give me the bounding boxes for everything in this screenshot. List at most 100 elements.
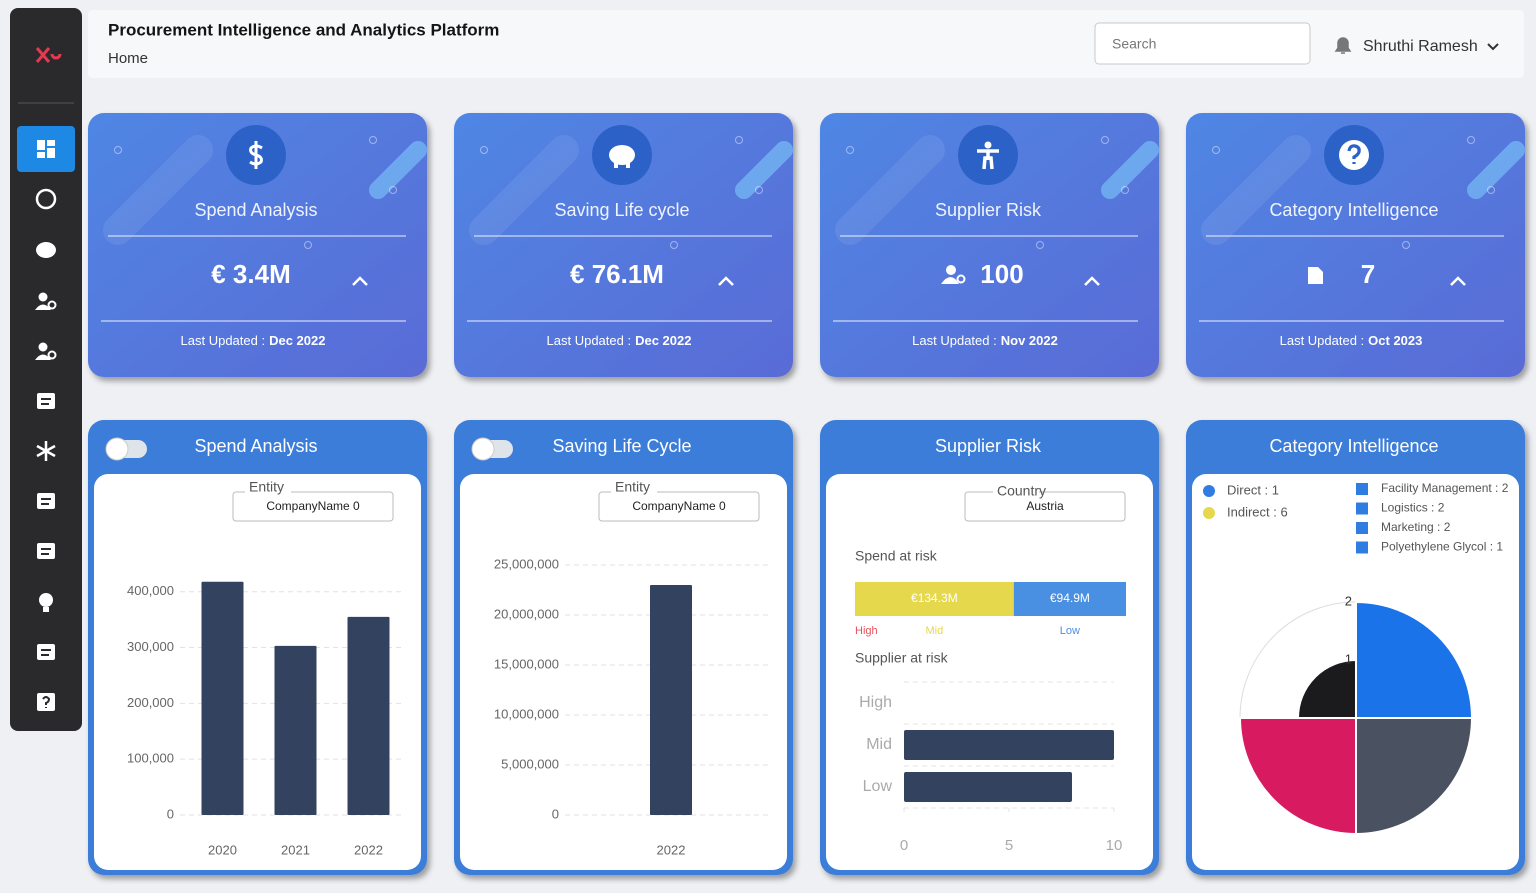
user-name[interactable]: Shruthi Ramesh [1363, 38, 1478, 55]
x-tick-label: 2020 [208, 842, 237, 857]
kpi-updated: Last Updated : Dec 2022 [181, 333, 326, 348]
filter-box[interactable] [598, 491, 760, 522]
legend-marker [1356, 541, 1368, 554]
kpi-title: Category Intelligence [1269, 200, 1438, 220]
legend-marker [1203, 485, 1215, 497]
page-title: Procurement Intelligence and Analytics P… [108, 20, 499, 39]
r-tick-label: 2 [1345, 593, 1352, 608]
kpi-chevron[interactable] [1450, 276, 1466, 286]
kpi-chevron[interactable] [718, 276, 734, 286]
kpi-updated: Last Updated : Nov 2022 [912, 333, 1058, 348]
card-decoration [846, 146, 854, 154]
legend-marker [1356, 522, 1368, 534]
filter-label: Entity [249, 479, 284, 495]
kpi-card[interactable]: Saving Life cycle € 76.1M Last Updated : De… [454, 113, 793, 377]
kpi-card[interactable]: Category Intelligence 7 Last Updated : Oct … [1186, 113, 1525, 377]
card-decoration [735, 136, 743, 144]
filter-legend-bg [611, 482, 657, 496]
card-decoration [1101, 136, 1109, 144]
legend-label[interactable]: Marketing : 2 [1381, 520, 1451, 534]
card-decoration [369, 136, 377, 144]
nav-icon [37, 393, 55, 409]
search-box[interactable] [1094, 22, 1311, 65]
kpi-icon [249, 141, 263, 169]
card-decoration [304, 241, 312, 249]
bell-icon[interactable] [1334, 37, 1352, 54]
kpi-card[interactable]: Spend Analysis € 3.4M Last Updated : Dec 20… [88, 113, 427, 377]
card-decoration [1121, 186, 1129, 194]
nav-icon [39, 593, 53, 607]
card-decoration [1467, 136, 1475, 144]
value-icon [946, 265, 956, 275]
panel-title: Saving Life Cycle [552, 436, 691, 456]
card-decoration [1467, 141, 1525, 199]
kpi-card[interactable]: Supplier Risk 100 Last Updated : Nov 2022 [820, 113, 1159, 377]
polar-wedge [1296, 658, 1357, 719]
kpi-title: Spend Analysis [194, 200, 317, 220]
filter-box[interactable] [964, 491, 1126, 522]
card-decoration [1212, 146, 1220, 154]
kpi-value: 7 [1361, 259, 1375, 289]
legend-label[interactable]: Facility Management : 2 [1381, 481, 1509, 495]
y-tick-label: 200,000 [127, 695, 174, 710]
y-tick-label: 20,000,000 [494, 606, 559, 621]
x-tick-label: 0 [900, 837, 908, 854]
card-decoration [389, 186, 397, 194]
nav-icon [37, 140, 45, 150]
section-title: Supplier at risk [855, 650, 949, 666]
nav-icon [47, 148, 55, 158]
nav-item[interactable] [37, 493, 55, 509]
filter-value: Austria [1026, 499, 1064, 513]
bar [904, 730, 1114, 760]
nav-item[interactable] [37, 140, 55, 158]
card-decoration [1101, 141, 1159, 199]
y-category-label: High [859, 694, 892, 711]
y-tick-label: 5,000,000 [501, 756, 559, 771]
legend-label[interactable]: Direct : 1 [1227, 482, 1279, 497]
panel-title: Supplier Risk [935, 436, 1042, 456]
kpi-chevron[interactable] [1084, 276, 1100, 286]
kpi-chevron[interactable] [352, 276, 368, 286]
nav-item[interactable] [36, 441, 56, 461]
kpi-updated: Last Updated : Dec 2022 [547, 333, 692, 348]
legend-label[interactable]: Polyethylene Glycol : 1 [1381, 540, 1503, 554]
nav-item[interactable] [37, 644, 55, 660]
nav-icon [36, 242, 56, 258]
panel-body [826, 474, 1153, 870]
filter-box[interactable] [232, 491, 394, 522]
updated-label: Last Updated : [547, 333, 632, 348]
nav-item[interactable] [37, 393, 55, 409]
nav-icon [47, 300, 57, 310]
nav-icon [35, 188, 57, 210]
toggle-knob[interactable] [471, 437, 495, 461]
card-decoration [1201, 135, 1311, 245]
card-decoration [480, 146, 488, 154]
breadcrumb[interactable]: Home [108, 50, 148, 67]
logo [35, 47, 62, 63]
legend-label[interactable]: Indirect : 6 [1227, 504, 1288, 519]
nav-item[interactable] [35, 188, 57, 210]
filter-legend-bg [993, 482, 1039, 496]
kpi-title: Saving Life cycle [554, 200, 689, 220]
panel-title: Category Intelligence [1269, 436, 1438, 456]
card-decoration [755, 186, 763, 194]
bar [650, 585, 692, 815]
nav-item[interactable] [35, 342, 57, 361]
nav-item[interactable] [35, 292, 57, 311]
nav-icon [37, 543, 55, 559]
nav-item[interactable] [37, 693, 55, 711]
legend-label[interactable]: Logistics : 2 [1381, 501, 1445, 515]
spend-value-label: €134.3M [911, 591, 958, 605]
polar-wedge [1238, 717, 1357, 836]
nav-item[interactable] [36, 242, 56, 258]
nav-item[interactable] [39, 593, 53, 612]
card-decoration [1402, 241, 1410, 249]
toggle-knob[interactable] [105, 437, 129, 461]
y-tick-label: 400,000 [127, 583, 174, 598]
nav-icon [41, 649, 51, 656]
legend-marker [1356, 483, 1368, 495]
nav-item[interactable] [37, 543, 55, 559]
card-decoration [1487, 186, 1495, 194]
nav-icon [41, 548, 51, 555]
y-category-label: Low [863, 778, 893, 795]
